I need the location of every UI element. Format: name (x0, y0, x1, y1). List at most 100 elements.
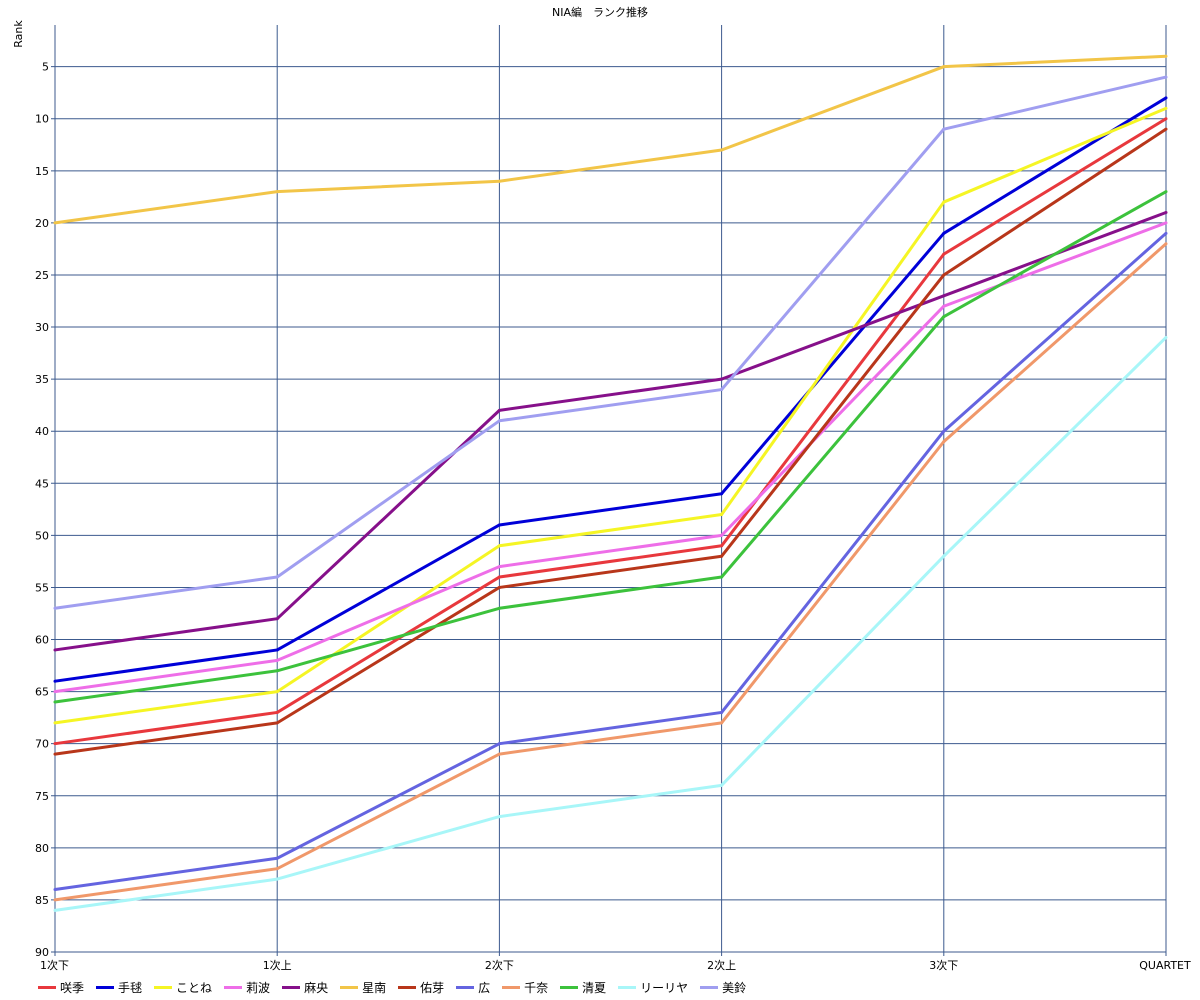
data-point (497, 523, 501, 527)
legend-label: 莉波 (246, 981, 271, 995)
data-point (720, 492, 724, 496)
series-line-広 (54, 232, 1167, 891)
data-point (942, 252, 946, 256)
data-point (275, 867, 279, 871)
series-line-ことね (54, 106, 1167, 725)
legend: 咲季 手毬 ことね 莉波 麻央 星南 佑芽 広 千奈 清夏 リーリヤ 美鈴 (38, 979, 746, 996)
data-point (1164, 75, 1168, 79)
y-tick-label: 70 (35, 738, 49, 751)
y-axis-label: Rank (12, 20, 25, 48)
legend-label: 咲季 (60, 981, 85, 995)
data-point (53, 888, 57, 892)
legend-label: 麻央 (304, 981, 329, 995)
data-point (53, 221, 57, 225)
legend-item: 清夏 (560, 979, 606, 996)
data-point (275, 658, 279, 662)
data-point (275, 617, 279, 621)
data-point (53, 752, 57, 756)
legend-label: 清夏 (582, 981, 607, 995)
data-point (720, 783, 724, 787)
data-point (497, 752, 501, 756)
data-point (497, 575, 501, 579)
y-tick-label: 75 (35, 790, 49, 803)
data-point (720, 554, 724, 558)
y-tick-label: 60 (35, 634, 49, 647)
legend-label: 佑芽 (420, 981, 445, 995)
series-line-千奈 (54, 242, 1167, 902)
legend-swatch (154, 986, 173, 989)
series-line-咲季 (54, 117, 1167, 746)
data-point (497, 585, 501, 589)
chart-title: NIA編 ランク推移 (552, 5, 648, 19)
data-point (942, 273, 946, 277)
data-point (497, 606, 501, 610)
legend-swatch (96, 986, 115, 989)
data-point (53, 679, 57, 683)
data-point (720, 721, 724, 725)
data-point (53, 742, 57, 746)
data-point (275, 856, 279, 860)
data-point (942, 294, 946, 298)
y-tick-label: 25 (35, 269, 49, 282)
data-point (275, 648, 279, 652)
y-tick-label: 30 (35, 321, 49, 334)
data-point (497, 742, 501, 746)
y-tick-label: 65 (35, 686, 49, 699)
legend-item: リーリヤ (618, 979, 688, 996)
legend-swatch (560, 986, 579, 989)
data-point (497, 419, 501, 423)
x-tick-label: 3次下 (929, 958, 958, 972)
y-tick-label: 55 (35, 581, 49, 594)
data-point (1164, 231, 1168, 235)
series-line-清夏 (54, 190, 1167, 704)
legend-swatch (38, 986, 56, 989)
data-point (720, 513, 724, 517)
data-point (1164, 96, 1168, 100)
series-line-リーリヤ (54, 336, 1168, 912)
legend-label: 千奈 (524, 981, 549, 995)
legend-swatch (340, 986, 359, 989)
data-point (720, 710, 724, 714)
legend-item: 星南 (340, 979, 386, 996)
data-point (275, 190, 279, 194)
data-point (275, 669, 279, 673)
legend-swatch (618, 986, 637, 989)
data-point (1164, 335, 1168, 339)
data-point (1164, 221, 1168, 225)
y-tick-label: 10 (35, 113, 49, 126)
data-point (53, 700, 57, 704)
data-point (53, 908, 57, 912)
data-point (1164, 190, 1168, 194)
legend-item: 佑芽 (398, 979, 444, 996)
data-point (720, 377, 724, 381)
legend-label: 広 (478, 981, 491, 995)
legend-item: 千奈 (502, 979, 548, 996)
data-point (497, 179, 501, 183)
legend-swatch (224, 986, 243, 989)
data-point (1164, 117, 1168, 121)
legend-item: ことね (154, 979, 212, 996)
data-point (942, 429, 946, 433)
data-point (497, 408, 501, 412)
data-point (942, 315, 946, 319)
legend-item: 美鈴 (700, 979, 746, 996)
y-tick-label: 15 (35, 165, 49, 178)
data-point (1164, 54, 1168, 58)
data-point (720, 148, 724, 152)
data-point (275, 710, 279, 714)
x-tick-label: 2次下 (485, 958, 514, 972)
data-point (1164, 242, 1168, 246)
legend-item: 麻央 (282, 979, 328, 996)
data-point (497, 544, 501, 548)
data-point (275, 690, 279, 694)
series-line-手毬 (54, 96, 1167, 683)
legend-label: 美鈴 (722, 981, 747, 995)
legend-swatch (282, 986, 301, 989)
series-line-麻央 (54, 211, 1167, 652)
x-tick-label: QUARTET (1139, 959, 1191, 972)
y-tick-label: 50 (35, 529, 49, 542)
data-point (942, 304, 946, 308)
data-point (1164, 210, 1168, 214)
legend-item: 咲季 (38, 979, 84, 996)
data-point (942, 554, 946, 558)
